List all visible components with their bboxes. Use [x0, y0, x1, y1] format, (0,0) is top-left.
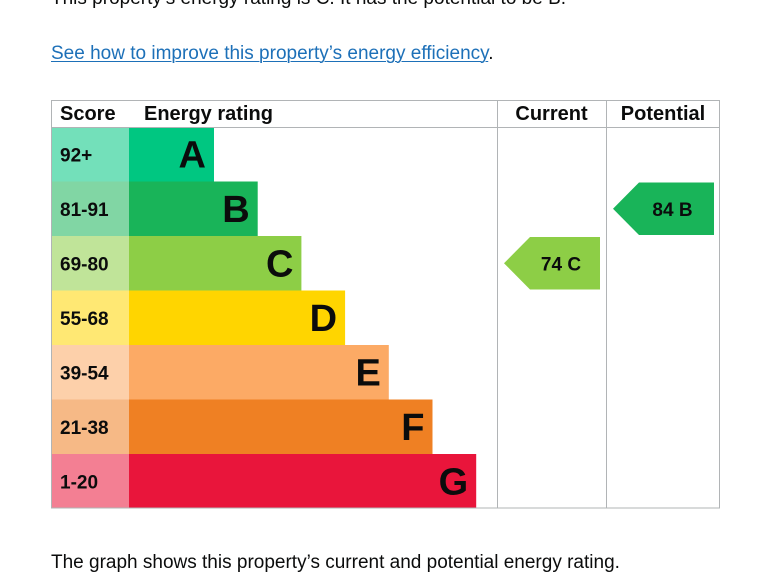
score-cell-g — [51, 454, 129, 509]
score-range-c: 69-80 — [60, 254, 109, 275]
score-range-f: 21-38 — [60, 418, 109, 439]
potential-rating-label: 84 B — [652, 200, 692, 221]
potential-rating-arrow — [613, 182, 714, 235]
improve-efficiency-line: See how to improve this property’s energ… — [51, 42, 494, 66]
link-suffix: . — [488, 43, 494, 64]
chart-caption: The graph shows this property’s current … — [51, 552, 620, 573]
current-rating-label: 74 C — [541, 254, 581, 275]
score-range-e: 39-54 — [60, 363, 109, 384]
score-range-d: 55-68 — [60, 309, 109, 330]
rating-bar-d — [129, 290, 346, 345]
energy-rating-summary: This property’s energy rating is C. It h… — [51, 0, 566, 10]
rating-bar-g — [129, 454, 477, 509]
score-range-g: 1-20 — [60, 472, 98, 493]
potential-header: Potential — [621, 103, 705, 125]
score-cell-b — [51, 181, 129, 236]
rating-letter-e: E — [355, 352, 380, 394]
rating-letter-a: A — [179, 134, 206, 176]
rating-bar-f — [129, 399, 433, 454]
rating-letter-c: C — [266, 243, 293, 285]
rating-letter-d: D — [310, 298, 337, 340]
score-cell-a — [51, 127, 129, 182]
energy-rating-header: Energy rating — [144, 103, 273, 125]
rating-bar-a — [129, 127, 214, 182]
score-cell-c — [51, 236, 129, 291]
improve-efficiency-link[interactable]: See how to improve this property’s energ… — [51, 43, 489, 64]
rating-bar-c — [129, 236, 302, 291]
rating-letter-b: B — [222, 189, 249, 231]
rating-bar-b — [129, 181, 258, 236]
score-cell-f — [51, 399, 129, 454]
score-header: Score — [60, 103, 116, 125]
current-header: Current — [515, 103, 588, 125]
rating-letter-f: F — [401, 407, 424, 449]
current-rating-arrow — [504, 237, 600, 290]
score-cell-e — [51, 345, 129, 400]
rating-bar-e — [129, 345, 389, 400]
score-range-b: 81-91 — [60, 200, 109, 221]
rating-letter-g: G — [439, 461, 469, 503]
score-range-a: 92+ — [60, 145, 92, 166]
score-cell-d — [51, 290, 129, 345]
